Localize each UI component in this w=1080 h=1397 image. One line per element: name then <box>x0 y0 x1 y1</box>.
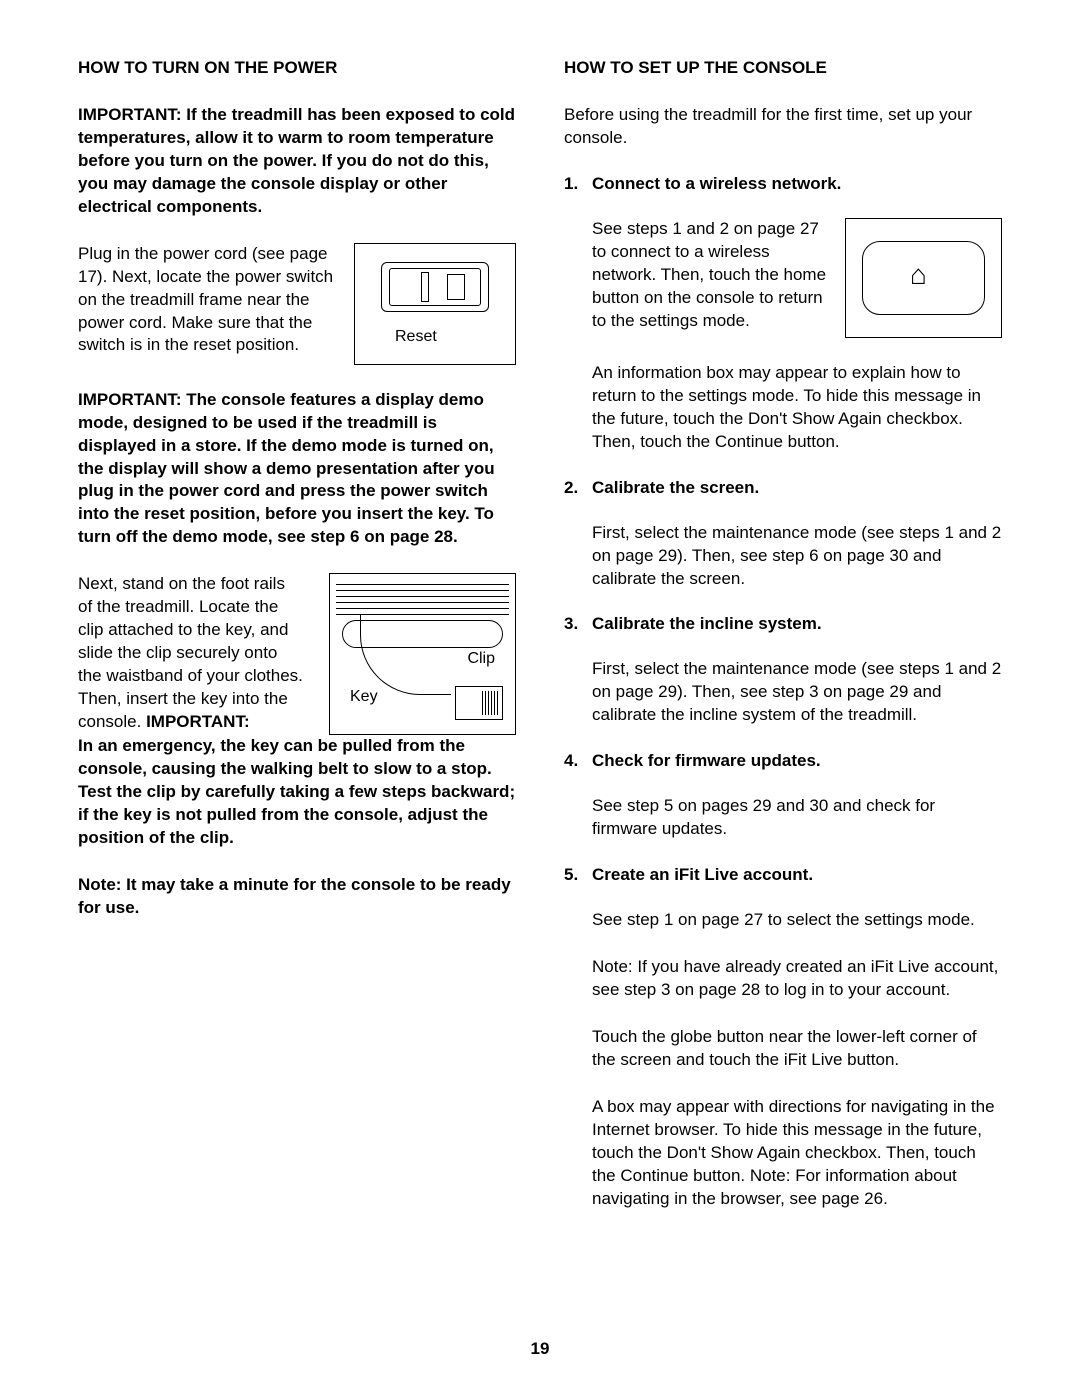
reset-button-shape <box>447 274 465 300</box>
switch-inner <box>389 268 481 306</box>
item-title: Calibrate the incline system. <box>592 614 1002 634</box>
right-column: HOW TO SET UP THE CONSOLE Before using t… <box>564 58 1002 1235</box>
clip-cord <box>360 614 451 695</box>
rail-line <box>336 584 509 585</box>
item-3-p1: First, select the maintenance mode (see … <box>592 658 1002 727</box>
item-number: 2. <box>564 478 578 498</box>
item-number: 1. <box>564 174 578 194</box>
important-emergency: In an emergency, the key can be pulled f… <box>78 735 516 850</box>
page: HOW TO TURN ON THE POWER IMPORTANT: If t… <box>0 0 1080 1397</box>
rail-line <box>336 602 509 603</box>
columns: HOW TO TURN ON THE POWER IMPORTANT: If t… <box>78 58 1002 1235</box>
item-title: Connect to a wireless network. <box>592 174 1002 194</box>
home-block: See steps 1 and 2 on page 27 to connect … <box>592 218 1002 338</box>
home-button-figure: ⌂ <box>845 218 1002 338</box>
home-icon: ⌂ <box>910 261 927 289</box>
item-title: Create an iFit Live account. <box>592 865 1002 885</box>
item-number: 4. <box>564 751 578 771</box>
important-demo: IMPORTANT: The console features a displa… <box>78 389 516 550</box>
item-5-p1: See step 1 on page 27 to select the sett… <box>592 909 1002 932</box>
rail-line <box>336 608 509 609</box>
important3-prefix: IMPORTANT: <box>146 712 250 731</box>
key-block: Next, stand on the foot rails of the tre… <box>78 573 516 735</box>
setup-item-3: 3. Calibrate the incline system. First, … <box>564 614 1002 727</box>
key-label: Key <box>348 688 380 706</box>
setup-item-1: 1. Connect to a wireless network. See st… <box>564 174 1002 454</box>
item-title: Calibrate the screen. <box>592 478 1002 498</box>
important-cold: IMPORTANT: If the treadmill has been exp… <box>78 104 516 219</box>
rail-line <box>336 596 509 597</box>
key-figure: Clip Key <box>329 573 516 735</box>
rail-line <box>336 590 509 591</box>
setup-list: 1. Connect to a wireless network. See st… <box>564 174 1002 1211</box>
setup-item-5: 5. Create an iFit Live account. See step… <box>564 865 1002 1210</box>
item-4-p1: See step 5 on pages 29 and 30 and check … <box>592 795 1002 841</box>
right-intro: Before using the treadmill for the first… <box>564 104 1002 150</box>
clip-label: Clip <box>465 650 497 668</box>
left-heading: HOW TO TURN ON THE POWER <box>78 58 516 78</box>
note-ready: Note: It may take a minute for the conso… <box>78 874 516 920</box>
stand-text: Next, stand on the foot rails of the tre… <box>78 573 303 734</box>
stand-text-body: Next, stand on the foot rails of the tre… <box>78 574 303 731</box>
item-5-p2: Note: If you have already created an iFi… <box>592 956 1002 1002</box>
item-title: Check for firmware updates. <box>592 751 1002 771</box>
setup-item-2: 2. Calibrate the screen. First, select t… <box>564 478 1002 591</box>
reset-label: Reset <box>395 328 437 346</box>
item-5-p4: A box may appear with directions for nav… <box>592 1096 1002 1211</box>
setup-item-4: 4. Check for firmware updates. See step … <box>564 751 1002 841</box>
item-5-p3: Touch the globe button near the lower-le… <box>592 1026 1002 1072</box>
left-column: HOW TO TURN ON THE POWER IMPORTANT: If t… <box>78 58 516 1235</box>
item-number: 5. <box>564 865 578 885</box>
plug-block: Plug in the power cord (see page 17). Ne… <box>78 243 516 365</box>
item-1-p1: See steps 1 and 2 on page 27 to connect … <box>592 218 827 333</box>
plug-text: Plug in the power cord (see page 17). Ne… <box>78 243 336 358</box>
switch-lever <box>421 272 429 302</box>
right-heading: HOW TO SET UP THE CONSOLE <box>564 58 1002 78</box>
item-2-p1: First, select the maintenance mode (see … <box>592 522 1002 591</box>
item-number: 3. <box>564 614 578 634</box>
item-1-p2: An information box may appear to explain… <box>592 362 1002 454</box>
key-shape <box>455 686 503 720</box>
reset-figure: Reset <box>354 243 516 365</box>
page-number: 19 <box>0 1339 1080 1359</box>
